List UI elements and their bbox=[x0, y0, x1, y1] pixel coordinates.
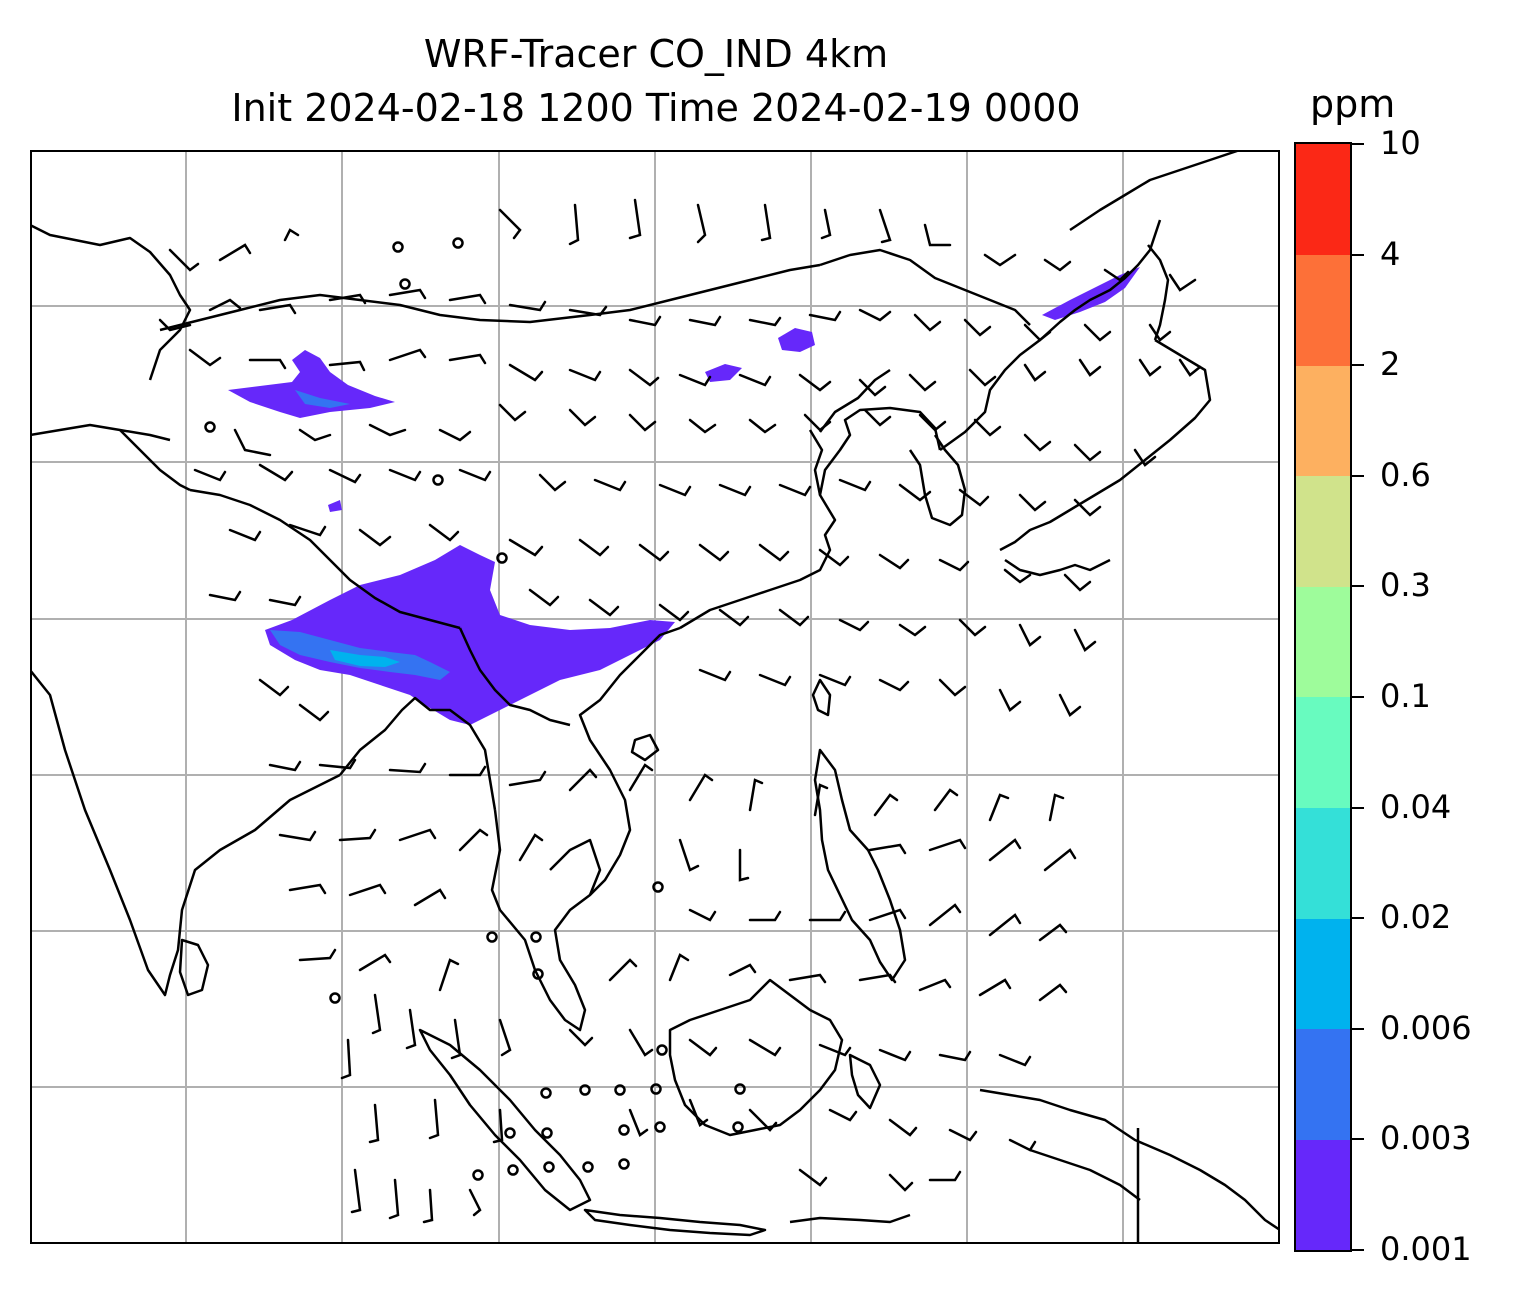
colorbar-tick-label: 0.1 bbox=[1380, 677, 1431, 715]
colorbar bbox=[1294, 142, 1352, 1252]
map-panel bbox=[30, 150, 1280, 1244]
coast-hainan bbox=[630, 733, 660, 762]
plume-tarim-edge bbox=[295, 390, 350, 408]
colorbar-tick bbox=[1352, 696, 1364, 698]
plume-himalaya bbox=[265, 545, 675, 725]
coast-arabia-edge bbox=[30, 223, 192, 381]
coast-new-guinea-south bbox=[1029, 1148, 1141, 1201]
coast-korea bbox=[908, 434, 967, 527]
colorbar-tick-label: 0.001 bbox=[1380, 1230, 1472, 1268]
colorbar-segment bbox=[1296, 144, 1350, 256]
coast-sakhalin bbox=[1147, 244, 1170, 341]
coast-new-guinea bbox=[979, 1088, 1280, 1232]
border-china-mongolia bbox=[159, 263, 821, 332]
coast-caspian-edge bbox=[30, 423, 171, 442]
plume-tarim bbox=[228, 350, 395, 418]
colorbar-tick-label: 0.04 bbox=[1380, 787, 1452, 826]
border-himalaya bbox=[189, 488, 461, 630]
colorbar-tick-label: 2 bbox=[1380, 345, 1401, 384]
plot-title: WRF-Tracer CO_IND 4km bbox=[423, 32, 889, 76]
colorbar-tick-label: 0.3 bbox=[1380, 566, 1431, 605]
plume-himalaya-peak bbox=[330, 650, 400, 667]
coastlines bbox=[30, 150, 1280, 1244]
colorbar-tick bbox=[1352, 1249, 1364, 1251]
border-pakistan bbox=[119, 429, 191, 492]
colorbar-tick bbox=[1352, 253, 1364, 256]
colorbar-tick-label: 0.02 bbox=[1380, 898, 1452, 937]
coast-bay-of-bengal bbox=[339, 696, 497, 811]
coast-taiwan bbox=[811, 678, 832, 717]
colorbar-tick bbox=[1352, 143, 1364, 145]
colorbar-segment bbox=[1296, 254, 1350, 366]
coast-indochina bbox=[490, 626, 681, 1032]
coast-yellow-sea bbox=[808, 429, 824, 496]
calm-circle-layer bbox=[204, 237, 746, 1181]
plot-subtitle: Init 2024-02-18 1200 Time 2024-02-19 000… bbox=[231, 86, 1081, 130]
coast-japan bbox=[999, 338, 1212, 552]
wind-barb-layer bbox=[158, 198, 1202, 1224]
colorbar-tick bbox=[1352, 474, 1364, 477]
coast-sulawesi bbox=[848, 1053, 882, 1110]
coast-kamchatka-north bbox=[1069, 150, 1241, 232]
colorbar-segment bbox=[1296, 586, 1350, 698]
plume-mongolia-small bbox=[705, 364, 742, 382]
colorbar-segment bbox=[1296, 1028, 1350, 1140]
colorbar-tick bbox=[1352, 585, 1364, 588]
colorbar-segment bbox=[1296, 365, 1350, 477]
coast-russia-pacific bbox=[939, 219, 1162, 452]
colorbar-segment bbox=[1296, 475, 1350, 587]
coast-bohai bbox=[819, 368, 891, 433]
coast-timor bbox=[789, 1213, 911, 1224]
tracer-plume-layer bbox=[228, 267, 1140, 725]
colorbar-segment bbox=[1296, 697, 1350, 809]
plume-mongolia bbox=[778, 328, 815, 352]
colorbar-tick bbox=[1352, 806, 1364, 809]
colorbar-tick-label: 0.006 bbox=[1380, 1008, 1472, 1047]
coast-sumatra bbox=[418, 1028, 592, 1212]
coast-japan-south bbox=[1004, 558, 1111, 577]
colorbar-tick bbox=[1352, 1138, 1364, 1141]
colorbar-tick bbox=[1352, 1027, 1364, 1030]
colorbar-tick bbox=[1352, 917, 1364, 920]
graticule bbox=[30, 150, 1280, 1244]
border-china-russia bbox=[819, 248, 1031, 326]
colorbar-tick-label: 0.6 bbox=[1380, 455, 1431, 494]
plume-manchuria bbox=[1042, 267, 1140, 320]
coast-philippines bbox=[813, 748, 907, 982]
coast-india-west bbox=[30, 669, 341, 997]
coast-borneo bbox=[668, 978, 844, 1137]
colorbar-tick-label: 4 bbox=[1380, 234, 1401, 273]
colorbar-unit: ppm bbox=[1310, 82, 1396, 126]
coast-java bbox=[583, 1208, 767, 1237]
colorbar-segment bbox=[1296, 1139, 1350, 1251]
border-indochina bbox=[458, 627, 571, 727]
plume-tibet-small bbox=[328, 500, 342, 512]
coast-sri-lanka bbox=[178, 938, 210, 997]
coast-gulf-thailand bbox=[549, 838, 602, 896]
colorbar-segment bbox=[1296, 918, 1350, 1030]
colorbar-tick-label: 10 bbox=[1380, 124, 1421, 162]
colorbar-segment bbox=[1296, 807, 1350, 919]
colorbar-tick-label: 0.003 bbox=[1380, 1119, 1472, 1158]
colorbar-tick bbox=[1352, 364, 1364, 367]
